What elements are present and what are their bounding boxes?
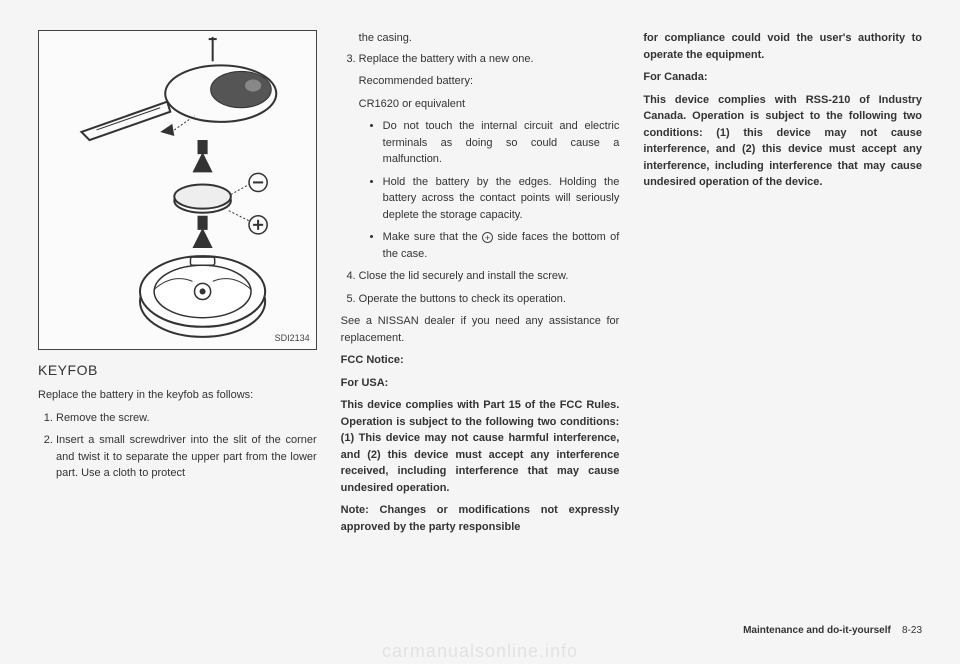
keyfob-heading: KEYFOB bbox=[38, 360, 317, 381]
column-2: the casing. Replace the battery with a n… bbox=[341, 30, 620, 644]
bullet-1: Do not touch the internal circuit and el… bbox=[383, 118, 620, 168]
recommended-value: CR1620 or equivalent bbox=[359, 96, 620, 113]
page-footer: Maintenance and do-it-yourself 8-23 bbox=[743, 625, 922, 636]
for-usa-label: For USA: bbox=[341, 375, 620, 392]
step-3: Replace the battery with a new one. Reco… bbox=[359, 51, 620, 263]
column-1: SDI2134 KEYFOB Replace the battery in th… bbox=[38, 30, 317, 644]
step-5: Operate the buttons to check its operati… bbox=[359, 291, 620, 308]
bullet-2: Hold the battery by the edges. Holding t… bbox=[383, 174, 620, 224]
step-2: Insert a small screwdriver into the slit… bbox=[56, 432, 317, 482]
step2-continuation: the casing. bbox=[341, 30, 620, 47]
note-text: Note: Changes or modifications not expre… bbox=[341, 502, 620, 535]
footer-page: 8-23 bbox=[902, 625, 922, 636]
battery-notes: Do not touch the internal circuit and el… bbox=[359, 118, 620, 262]
step-1: Remove the screw. bbox=[56, 410, 317, 427]
steps-list-1: Remove the screw. Insert a small screwdr… bbox=[38, 410, 317, 482]
step-3-text: Replace the battery with a new one. bbox=[359, 53, 534, 65]
recommended-label: Recommended battery: bbox=[359, 73, 620, 90]
intro-text: Replace the battery in the keyfob as fol… bbox=[38, 387, 317, 404]
column-3: for compliance could void the user's aut… bbox=[643, 30, 922, 644]
bullet-3: Make sure that the + side faces the bott… bbox=[383, 229, 620, 262]
watermark: carmanualsonline.info bbox=[0, 641, 960, 662]
note-continuation: for compliance could void the user's aut… bbox=[643, 30, 922, 63]
steps-list-2: Replace the battery with a new one. Reco… bbox=[341, 51, 620, 308]
keyfob-svg bbox=[39, 31, 316, 349]
step-4: Close the lid securely and install the s… bbox=[359, 268, 620, 285]
plus-icon: + bbox=[482, 232, 493, 243]
page-content: SDI2134 KEYFOB Replace the battery in th… bbox=[0, 0, 960, 664]
footer-section: Maintenance and do-it-yourself bbox=[743, 625, 891, 636]
canada-text: This device complies with RSS-210 of Ind… bbox=[643, 92, 922, 191]
for-canada-label: For Canada: bbox=[643, 69, 922, 86]
fcc-notice-label: FCC Notice: bbox=[341, 352, 620, 369]
usa-text: This device complies with Part 15 of the… bbox=[341, 397, 620, 496]
see-dealer: See a NISSAN dealer if you need any assi… bbox=[341, 313, 620, 346]
figure-label: SDI2134 bbox=[275, 332, 310, 346]
keyfob-diagram: SDI2134 bbox=[38, 30, 317, 350]
